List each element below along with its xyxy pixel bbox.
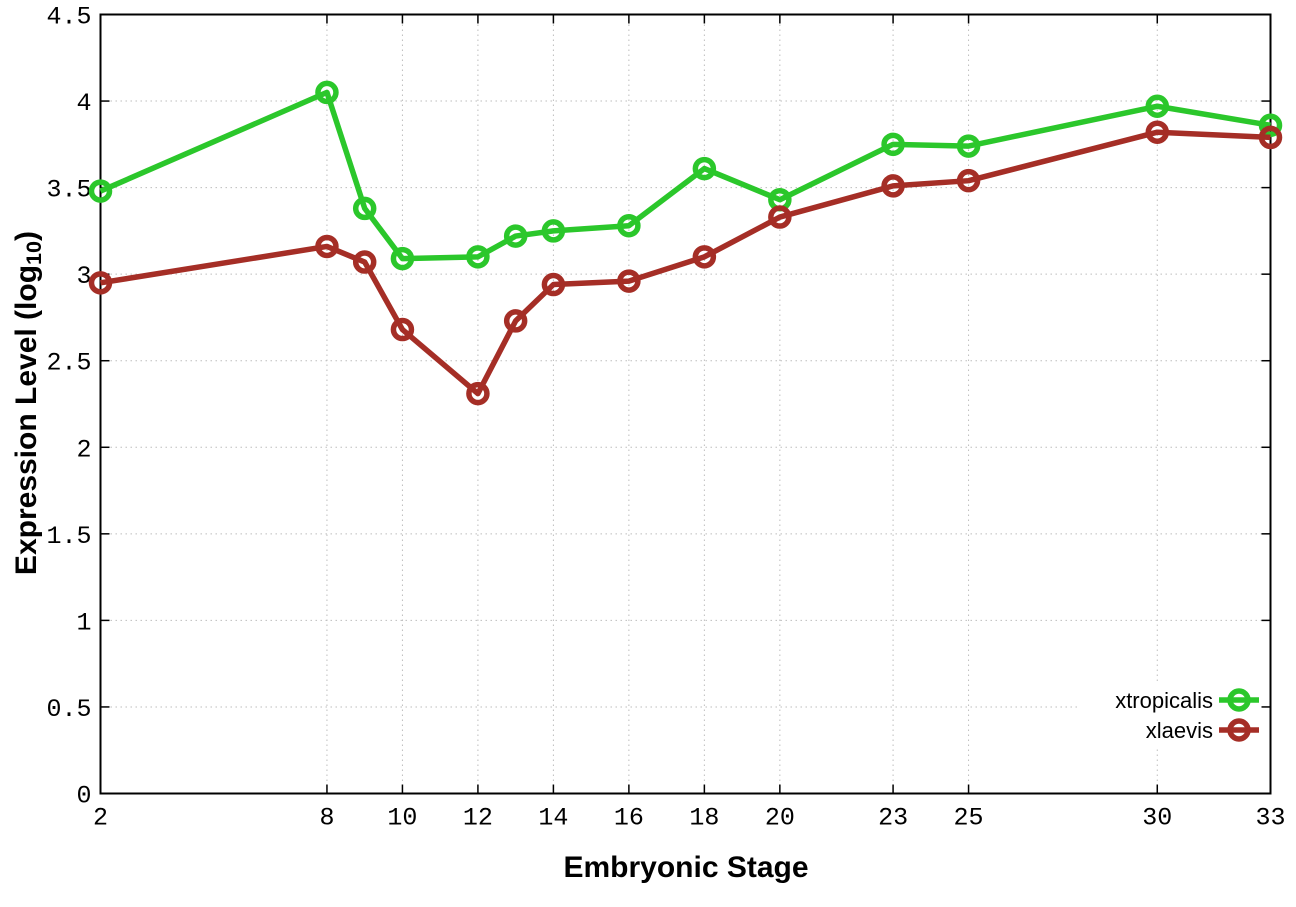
data-point-marker-xlaevis [956,168,981,193]
x-tick-labels: 2 8 10 12 14 16 18 20 23 25 30 33 [93,804,1286,833]
data-point-marker-xlaevis [1258,125,1283,150]
gridlines [100,14,1271,794]
x-tick-label: 23 [878,804,908,833]
data-point-marker-xlaevis [88,271,113,295]
legend-marker-sample [1227,688,1251,712]
data-point-marker-xlaevis [503,309,528,333]
y-tick-label: 2 [76,435,91,464]
data-point-marker-xtropicalis [881,132,905,157]
data-point-marker-xlaevis [881,174,905,198]
series-line-xlaevis [100,129,1271,397]
series-xlaevis [88,120,1283,406]
legend-item-xtropicalis: xtropicalis [1115,688,1259,713]
data-point-marker-xtropicalis [503,224,528,248]
legend-marker-sample [1227,718,1251,742]
data-point-marker-xtropicalis [617,213,641,238]
data-point-marker-xlaevis [692,245,717,269]
y-tick-label: 2.5 [46,349,91,378]
data-point-marker-xtropicalis [466,245,490,269]
legend-item-xlaevis: xlaevis [1146,718,1259,743]
data-point-marker-xtropicalis [352,196,377,221]
data-point-marker-xlaevis [541,272,566,297]
legend: xtropicalis xlaevis [1115,688,1259,743]
data-point-marker-xtropicalis [692,156,717,181]
y-tick-labels: 0 0.5 1 1.5 2 2.5 3 3.5 4 4.5 [46,3,91,811]
data-point-marker-xlaevis [466,381,490,406]
data-point-marker-xlaevis [352,250,377,274]
data-point-marker-xlaevis [617,269,641,293]
y-tick-label: 3 [76,262,91,291]
x-tick-label: 2 [93,804,108,833]
y-tick-label: 0.5 [46,695,91,724]
data-point-marker-xtropicalis [541,219,566,243]
x-tick-label: 14 [538,804,568,833]
data-point-marker-xtropicalis [88,179,113,203]
series-line-xtropicalis [99,89,1271,262]
x-tick-label: 30 [1142,804,1172,833]
data-point-marker-xlaevis [768,205,792,229]
plot-border [99,13,1272,795]
y-axis-title-text: Expression Level (log [10,264,43,576]
x-tick-label: 12 [463,804,493,833]
x-axis-title: Embryonic Stage [563,851,809,884]
data-point-marker-xtropicalis [1258,113,1283,138]
data-point-marker-xlaevis [1145,120,1170,144]
legend-label-xlaevis: xlaevis [1146,718,1213,743]
y-tick-label: 1.5 [46,522,91,551]
data-point-marker-xlaevis [390,317,415,342]
x-tick-label: 25 [954,804,984,833]
x-tick-label: 16 [614,804,644,833]
y-tick-label: 4.5 [46,3,91,32]
x-tick-label: 20 [765,804,795,833]
y-tick-label: 4 [76,89,91,118]
y-axis-title-close: ) [10,230,43,241]
data-point-marker-xtropicalis [1145,94,1170,118]
data-point-marker-xlaevis [315,234,339,259]
y-tick-label: 0 [76,782,91,811]
x-tick-label: 10 [387,804,417,833]
x-tick-label: 18 [689,804,719,833]
y-tick-label: 3.5 [46,176,91,205]
x-tick-label: 8 [319,804,334,833]
legend-label-xtropicalis: xtropicalis [1115,688,1213,713]
data-point-marker-xtropicalis [315,80,339,105]
tick-marks [99,13,1272,795]
series-xtropicalis [88,80,1283,271]
y-axis-title: Expression Level (log10) [10,230,46,576]
x-tick-label: 33 [1255,804,1285,833]
y-axis-title-subscript: 10 [20,240,46,265]
y-tick-label: 1 [76,608,91,637]
data-point-marker-xtropicalis [956,134,981,158]
data-point-marker-xtropicalis [390,246,415,271]
